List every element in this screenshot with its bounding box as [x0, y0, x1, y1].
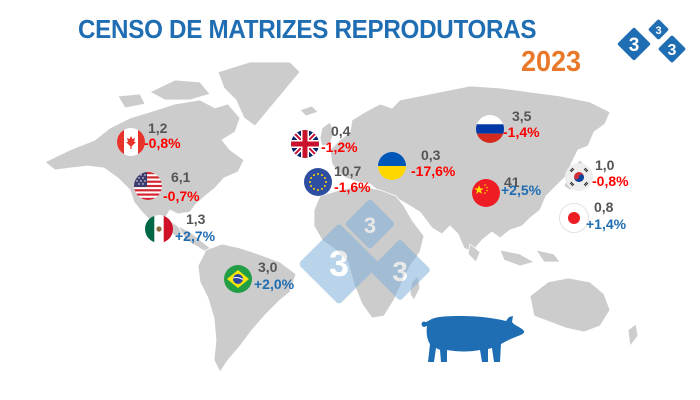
mexico-change: +2,7% — [175, 228, 216, 244]
russia-value: 3,5 — [512, 108, 532, 124]
svg-text:3: 3 — [392, 256, 408, 287]
eu-flag-icon — [304, 168, 332, 196]
svg-text:3: 3 — [668, 42, 677, 59]
usa-value: 6,1 — [171, 169, 191, 185]
svg-text:3: 3 — [655, 25, 661, 37]
svg-text:3: 3 — [629, 35, 640, 56]
russia-change: -1,4% — [503, 124, 540, 140]
svg-text:3: 3 — [364, 213, 376, 238]
ukraine-change: -17,6% — [411, 163, 456, 179]
uk-value: 0,4 — [331, 123, 351, 139]
pig-silhouette-icon — [421, 316, 525, 362]
year-label: 2023 — [521, 46, 581, 78]
mexico-flag-icon — [145, 215, 173, 243]
japan-change: +1,4% — [586, 216, 627, 232]
china-change: +2,5% — [501, 182, 542, 198]
brazil-value: 3,0 — [258, 259, 278, 275]
south-korea-change: -0,8% — [592, 173, 629, 189]
mexico-value: 1,3 — [186, 211, 206, 227]
eu-change: -1,6% — [334, 179, 371, 195]
south-korea-value: 1,0 — [595, 157, 615, 173]
brazil-flag-icon — [224, 265, 252, 293]
eu-value: 10,7 — [334, 163, 362, 179]
watermark-333-icon: 3 3 3 — [299, 199, 430, 304]
south-korea-flag-icon — [565, 163, 593, 191]
japan-value: 0,8 — [594, 199, 614, 215]
canada-change: -0,8% — [144, 135, 181, 151]
brazil-change: +2,0% — [254, 276, 295, 292]
page-title: CENSO DE MATRIZES REPRODUTORAS — [78, 14, 537, 44]
ukraine-value: 0,3 — [421, 147, 441, 163]
usa-flag-icon — [134, 172, 162, 200]
333-logo-icon: 3 3 3 — [617, 19, 686, 63]
south-america — [197, 243, 297, 373]
canada-flag-icon — [117, 128, 145, 156]
china-flag-icon — [472, 179, 500, 207]
uk-change: -1,2% — [321, 139, 358, 155]
svg-text:3: 3 — [329, 243, 349, 284]
russia-flag-icon — [476, 115, 504, 143]
greenland — [217, 61, 301, 127]
north-america — [44, 99, 245, 237]
australia — [529, 277, 611, 333]
japan-flag-icon — [559, 203, 589, 233]
canada-value: 1,2 — [148, 120, 168, 136]
china-value: 41 — [504, 174, 520, 190]
ukraine-flag-icon — [378, 152, 406, 180]
usa-change: -0,7% — [163, 188, 200, 204]
uk-flag-icon — [291, 130, 319, 158]
